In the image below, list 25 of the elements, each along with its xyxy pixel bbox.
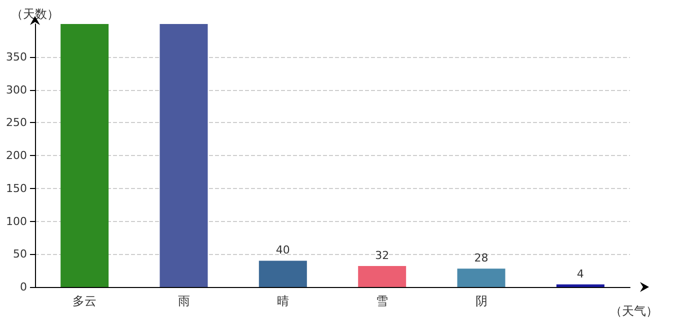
- y-tick-label: 100: [6, 214, 27, 228]
- x-tick-label: 雨: [178, 294, 190, 308]
- y-tick-label: 0: [20, 280, 27, 294]
- y-tick-label: 350: [6, 50, 27, 64]
- y-tick-label: 300: [6, 83, 27, 96]
- data-label: 32: [375, 248, 390, 262]
- bar: [358, 266, 406, 287]
- y-tick-label: 150: [6, 182, 27, 195]
- bar: [258, 260, 307, 287]
- data-label: 40: [276, 244, 290, 257]
- bar: [60, 24, 109, 287]
- x-tick-label: 雪: [376, 294, 388, 308]
- y-axis-title: （天数）: [11, 7, 59, 21]
- bar: [457, 268, 506, 287]
- data-label: 28: [474, 252, 488, 265]
- data-label: 4: [576, 267, 584, 280]
- y-tick-label: 200: [6, 149, 27, 162]
- bar: [556, 284, 604, 287]
- x-axis-title: （天气）: [610, 304, 658, 318]
- bar: [160, 24, 208, 287]
- y-tick-label: 250: [6, 116, 27, 130]
- x-tick-label: 阴: [475, 294, 488, 308]
- y-tick-label: 50: [13, 248, 27, 261]
- x-tick-label: 晴: [276, 294, 289, 308]
- x-tick-label: 多云: [72, 294, 97, 308]
